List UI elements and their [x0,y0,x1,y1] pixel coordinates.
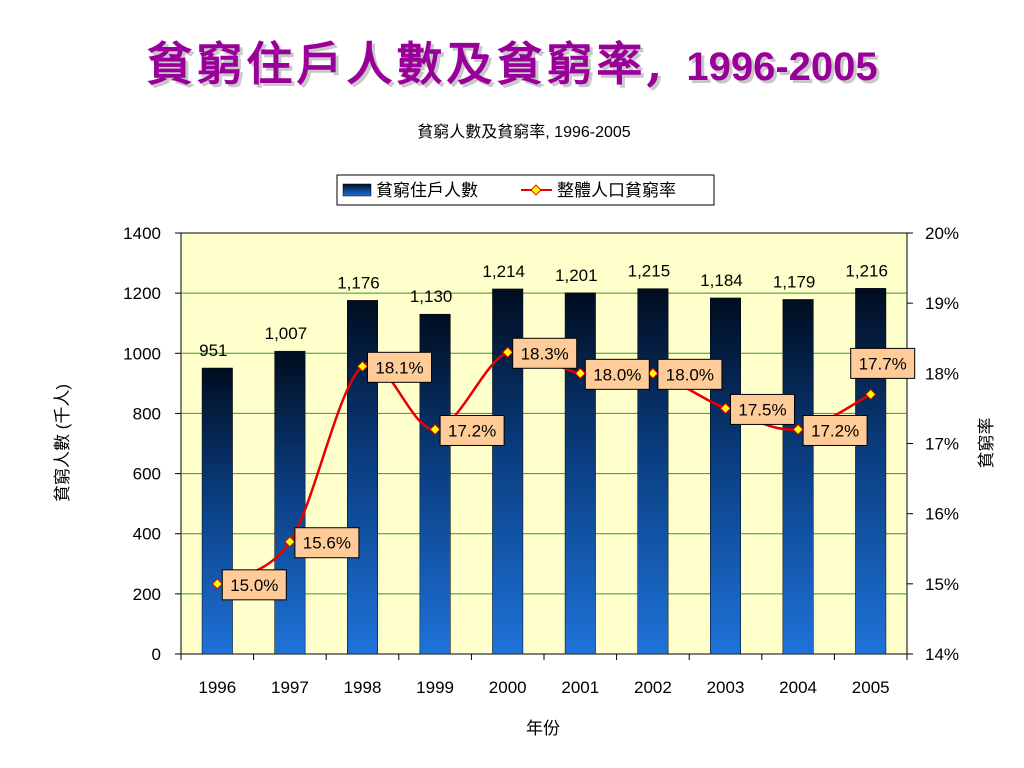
y-tick-label: 800 [133,404,161,423]
rate-value-label: 18.0% [593,365,641,384]
y-tick-label: 0 [152,645,161,664]
y2-tick-label: 15% [925,575,959,594]
slide-title-text: 貧窮住戶人數及貧窮率, [146,37,667,91]
rate-label-box [657,358,723,390]
y2-tick-label: 19% [925,294,959,313]
slide-title-years: 1996-2005 [686,45,878,89]
y-axis-label: 貧窮人數 (千人) [53,384,72,502]
rate-marker [429,423,441,436]
rate-value-label: 17.2% [448,421,496,440]
legend-line-marker [530,184,542,196]
bar-value-label: 1,184 [700,271,743,290]
rate-value-label: 15.6% [303,534,351,553]
rate-label-box [730,393,795,425]
chart-title: 貧窮人數及貧窮率, 1996-2005 [417,123,631,141]
bar [274,350,306,655]
rate-value-label: 18.0% [666,365,714,384]
rate-marker [284,536,296,548]
rate-value-label: 17.2% [811,421,859,440]
bar-value-label: 951 [199,341,227,360]
x-tick-label: 2005 [852,678,890,697]
bar [637,288,669,655]
legend-line-label: 整體人口貧窮率 [557,181,676,200]
rate-value-label: 17.5% [738,400,786,419]
rate-marker [574,367,586,379]
x-tick-label: 1997 [271,678,309,697]
rate-marker [647,367,659,379]
x-tick-label: 2003 [707,678,745,697]
data-labels: 951 1,007 1,176 1,130 1,214 1,201 1,215 1,184 1,… [199,261,916,601]
bar [782,299,814,655]
y-tick-label: 1400 [123,224,161,243]
bar-value-label: 1,179 [773,272,816,291]
rate-value-label: 15.0% [230,576,278,595]
bar-value-label: 1,176 [337,273,380,292]
rate-marker [211,578,223,590]
legend-box [336,174,715,206]
rate-marker [792,423,804,436]
y-tick-label: 1000 [123,344,161,363]
y2-tick-label: 20% [925,224,959,243]
bar [855,288,887,655]
y-tick-label: 200 [133,585,161,604]
rate-marker [502,346,514,358]
y2-tick-label: 14% [925,645,959,664]
rate-marker [719,402,732,415]
y-tick-label: 600 [133,465,161,484]
rate-value-label: 18.1% [375,358,423,377]
rate-label-box [439,414,505,446]
y2-tick-label: 16% [925,505,959,524]
bar-value-label: 1,215 [628,262,671,281]
bar-value-label: 1,130 [410,287,453,306]
x-tick-label: 1999 [416,678,454,697]
rate-value-label: 17.7% [859,354,907,373]
rate-label-box [850,347,916,379]
x-tick-label: 1998 [344,678,382,697]
x-tick-label: 2000 [489,678,527,697]
rate-label-box [584,358,650,390]
legend: 貧窮住戶人數 整體人口貧窮率 [336,174,715,206]
bar-value-label: 1,216 [845,261,888,280]
axes: 0 200 400 600 800 1000 1200 1400 14% 15% 16% 17% 18%… [123,224,959,697]
x-axis-label: 年份 [526,719,560,738]
bar-value-label: 1,214 [482,262,525,281]
x-tick-label: 2002 [634,678,672,697]
y2-axis-label: 貧窮率 [977,418,996,469]
slide-title: 貧窮住戶人數及貧窮率, 1996-2005 [0,28,1024,94]
bar-value-label: 1,201 [555,266,598,285]
legend-bar-label: 貧窮住戶人數 [376,181,478,200]
y2-tick-label: 18% [925,364,959,383]
rate-value-label: 18.3% [521,344,569,363]
rate-marker [865,388,877,401]
rate-label-box [221,569,287,601]
rate-label-box [512,337,578,369]
y-tick-label: 1200 [123,284,161,303]
bar [201,367,233,655]
rate-label-box [367,351,432,383]
bar [710,297,741,655]
x-tick-label: 2001 [561,678,599,697]
legend-bar-swatch [342,183,372,197]
rate-marker [356,360,369,372]
bar-value-label: 1,007 [265,324,308,343]
rate-label-box [294,527,360,559]
rate-label-box [802,414,868,446]
y-tick-label: 400 [133,525,161,544]
x-tick-label: 2004 [779,678,817,697]
y2-tick-label: 17% [925,435,959,454]
x-tick-label: 1996 [198,678,236,697]
